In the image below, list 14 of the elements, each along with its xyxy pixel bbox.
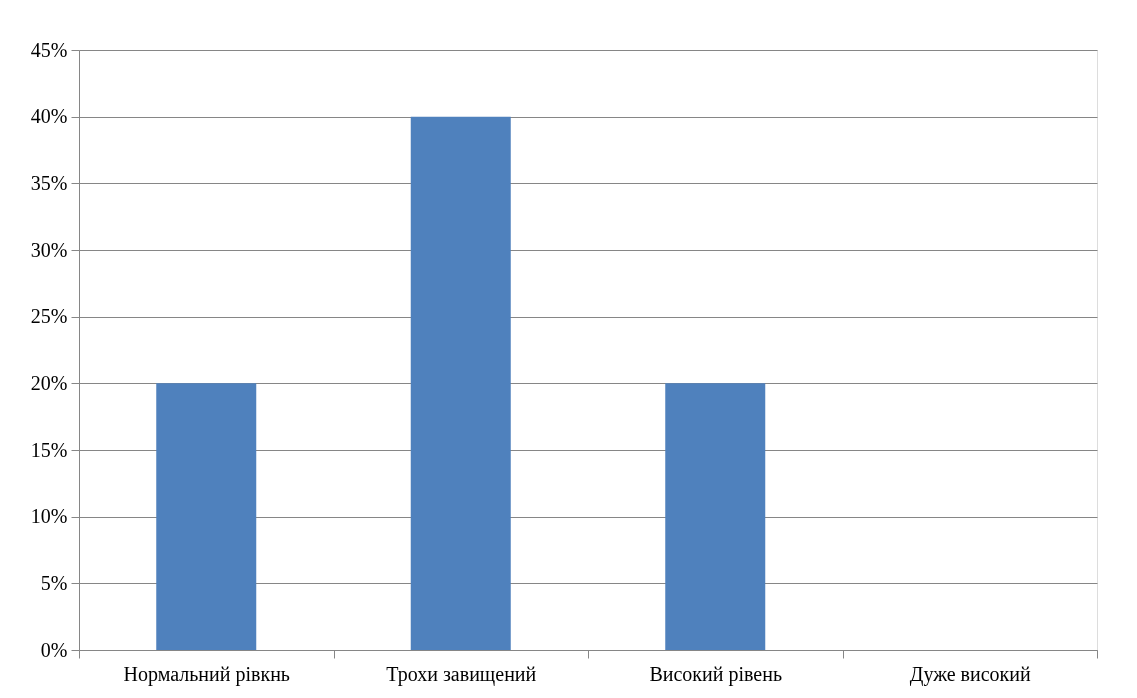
x-tick-label: Нормальний рівкнь [123, 662, 290, 686]
y-tick-label: 10% [30, 505, 68, 528]
x-tick-label: Дуже високий [909, 662, 1032, 686]
x-tick-label: Трохи завищений [386, 662, 537, 686]
y-tick-label: 45% [30, 38, 68, 61]
y-tick-label: 0% [40, 638, 68, 661]
y-tick-label: 5% [40, 571, 68, 594]
y-tick-label: 40% [30, 105, 68, 128]
x-tick-label: Високий рівень [649, 662, 783, 686]
y-tick-label: 15% [30, 438, 68, 461]
y-tick-label: 20% [30, 371, 68, 394]
y-tick-label: 30% [30, 238, 68, 261]
y-tick-label: 25% [30, 305, 68, 328]
y-tick-label: 35% [30, 171, 68, 194]
